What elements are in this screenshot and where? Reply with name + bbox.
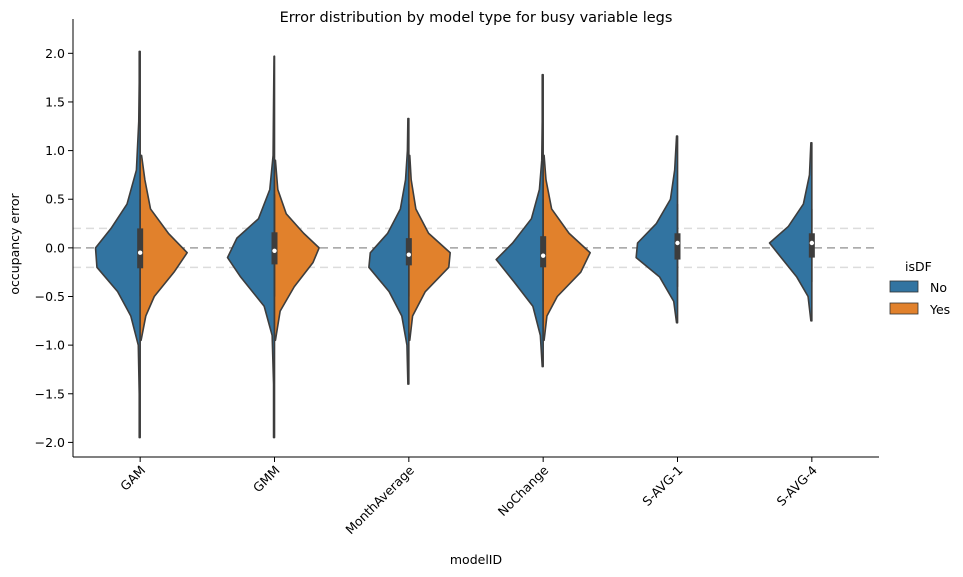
x-axis-label: modelID: [450, 552, 502, 567]
violin-GAM: [94, 50, 188, 439]
violin-half-no-S-AVG-4: [768, 142, 813, 322]
y-tick-label-0: 2.0: [45, 46, 65, 61]
y-tick-label-4: 0.0: [45, 240, 65, 255]
legend-title: isDF: [905, 259, 932, 274]
violin-half-no-GAM: [94, 50, 141, 439]
x-tick-label-1: GMM: [250, 463, 283, 496]
box-MonthAverage: [405, 238, 412, 266]
box-NoChange: [540, 236, 547, 268]
median-GMM: [272, 248, 277, 253]
violin-S-AVG-4: [768, 142, 815, 322]
violin-half-no-GMM: [226, 55, 276, 439]
y-tick-label-7: −1.5: [35, 386, 65, 401]
violin-half-yes-GMM: [273, 159, 320, 342]
box-GAM: [137, 228, 144, 269]
x-tick-label-5: S-AVG-4: [774, 462, 820, 508]
violin-half-yes-GAM: [139, 154, 188, 342]
legend-swatch-no: [889, 280, 919, 293]
box-S-AVG-4: [808, 233, 815, 258]
y-tick-label-1: 1.5: [45, 94, 65, 109]
box-S-AVG-1: [674, 233, 681, 260]
x-tick-label-0: GAM: [117, 463, 148, 494]
violin-NoChange: [495, 73, 591, 368]
median-S-AVG-4: [809, 240, 815, 246]
chart-title: Error distribution by model type for bus…: [280, 10, 673, 26]
legend-label-yes: Yes: [929, 302, 950, 317]
y-tick-label-8: −2.0: [35, 435, 65, 450]
legend-label-no: No: [930, 280, 947, 295]
violin-GMM: [226, 55, 320, 439]
violin-S-AVG-1: [635, 135, 681, 324]
median-GAM: [137, 250, 143, 255]
x-tick-label-2: MonthAverage: [342, 462, 417, 537]
y-tick-label-2: 1.0: [45, 143, 65, 158]
violin-half-no-NoChange: [495, 73, 544, 368]
y-tick-label-6: −1.0: [35, 338, 65, 353]
violin-half-no-S-AVG-1: [635, 135, 679, 324]
x-tick-label-3: NoChange: [495, 462, 552, 519]
median-MonthAverage: [406, 252, 412, 257]
violin-half-yes-NoChange: [542, 154, 591, 342]
y-tick-label-5: −0.5: [35, 289, 65, 304]
legend-swatch-yes: [889, 302, 919, 315]
box-GMM: [271, 232, 278, 265]
reference-lines: [73, 227, 879, 269]
y-axis-label: occupancy error: [7, 192, 22, 294]
median-S-AVG-1: [675, 240, 680, 246]
median-NoChange: [540, 253, 546, 258]
violin-MonthAverage: [368, 117, 451, 385]
violins: [94, 50, 815, 439]
legend: isDF No Yes: [889, 259, 950, 317]
y-tick-label-3: 0.5: [45, 192, 65, 207]
violin-half-yes-MonthAverage: [408, 154, 451, 342]
x-tick-label-4: S-AVG-1: [639, 463, 685, 509]
violin-half-no-MonthAverage: [368, 117, 410, 385]
